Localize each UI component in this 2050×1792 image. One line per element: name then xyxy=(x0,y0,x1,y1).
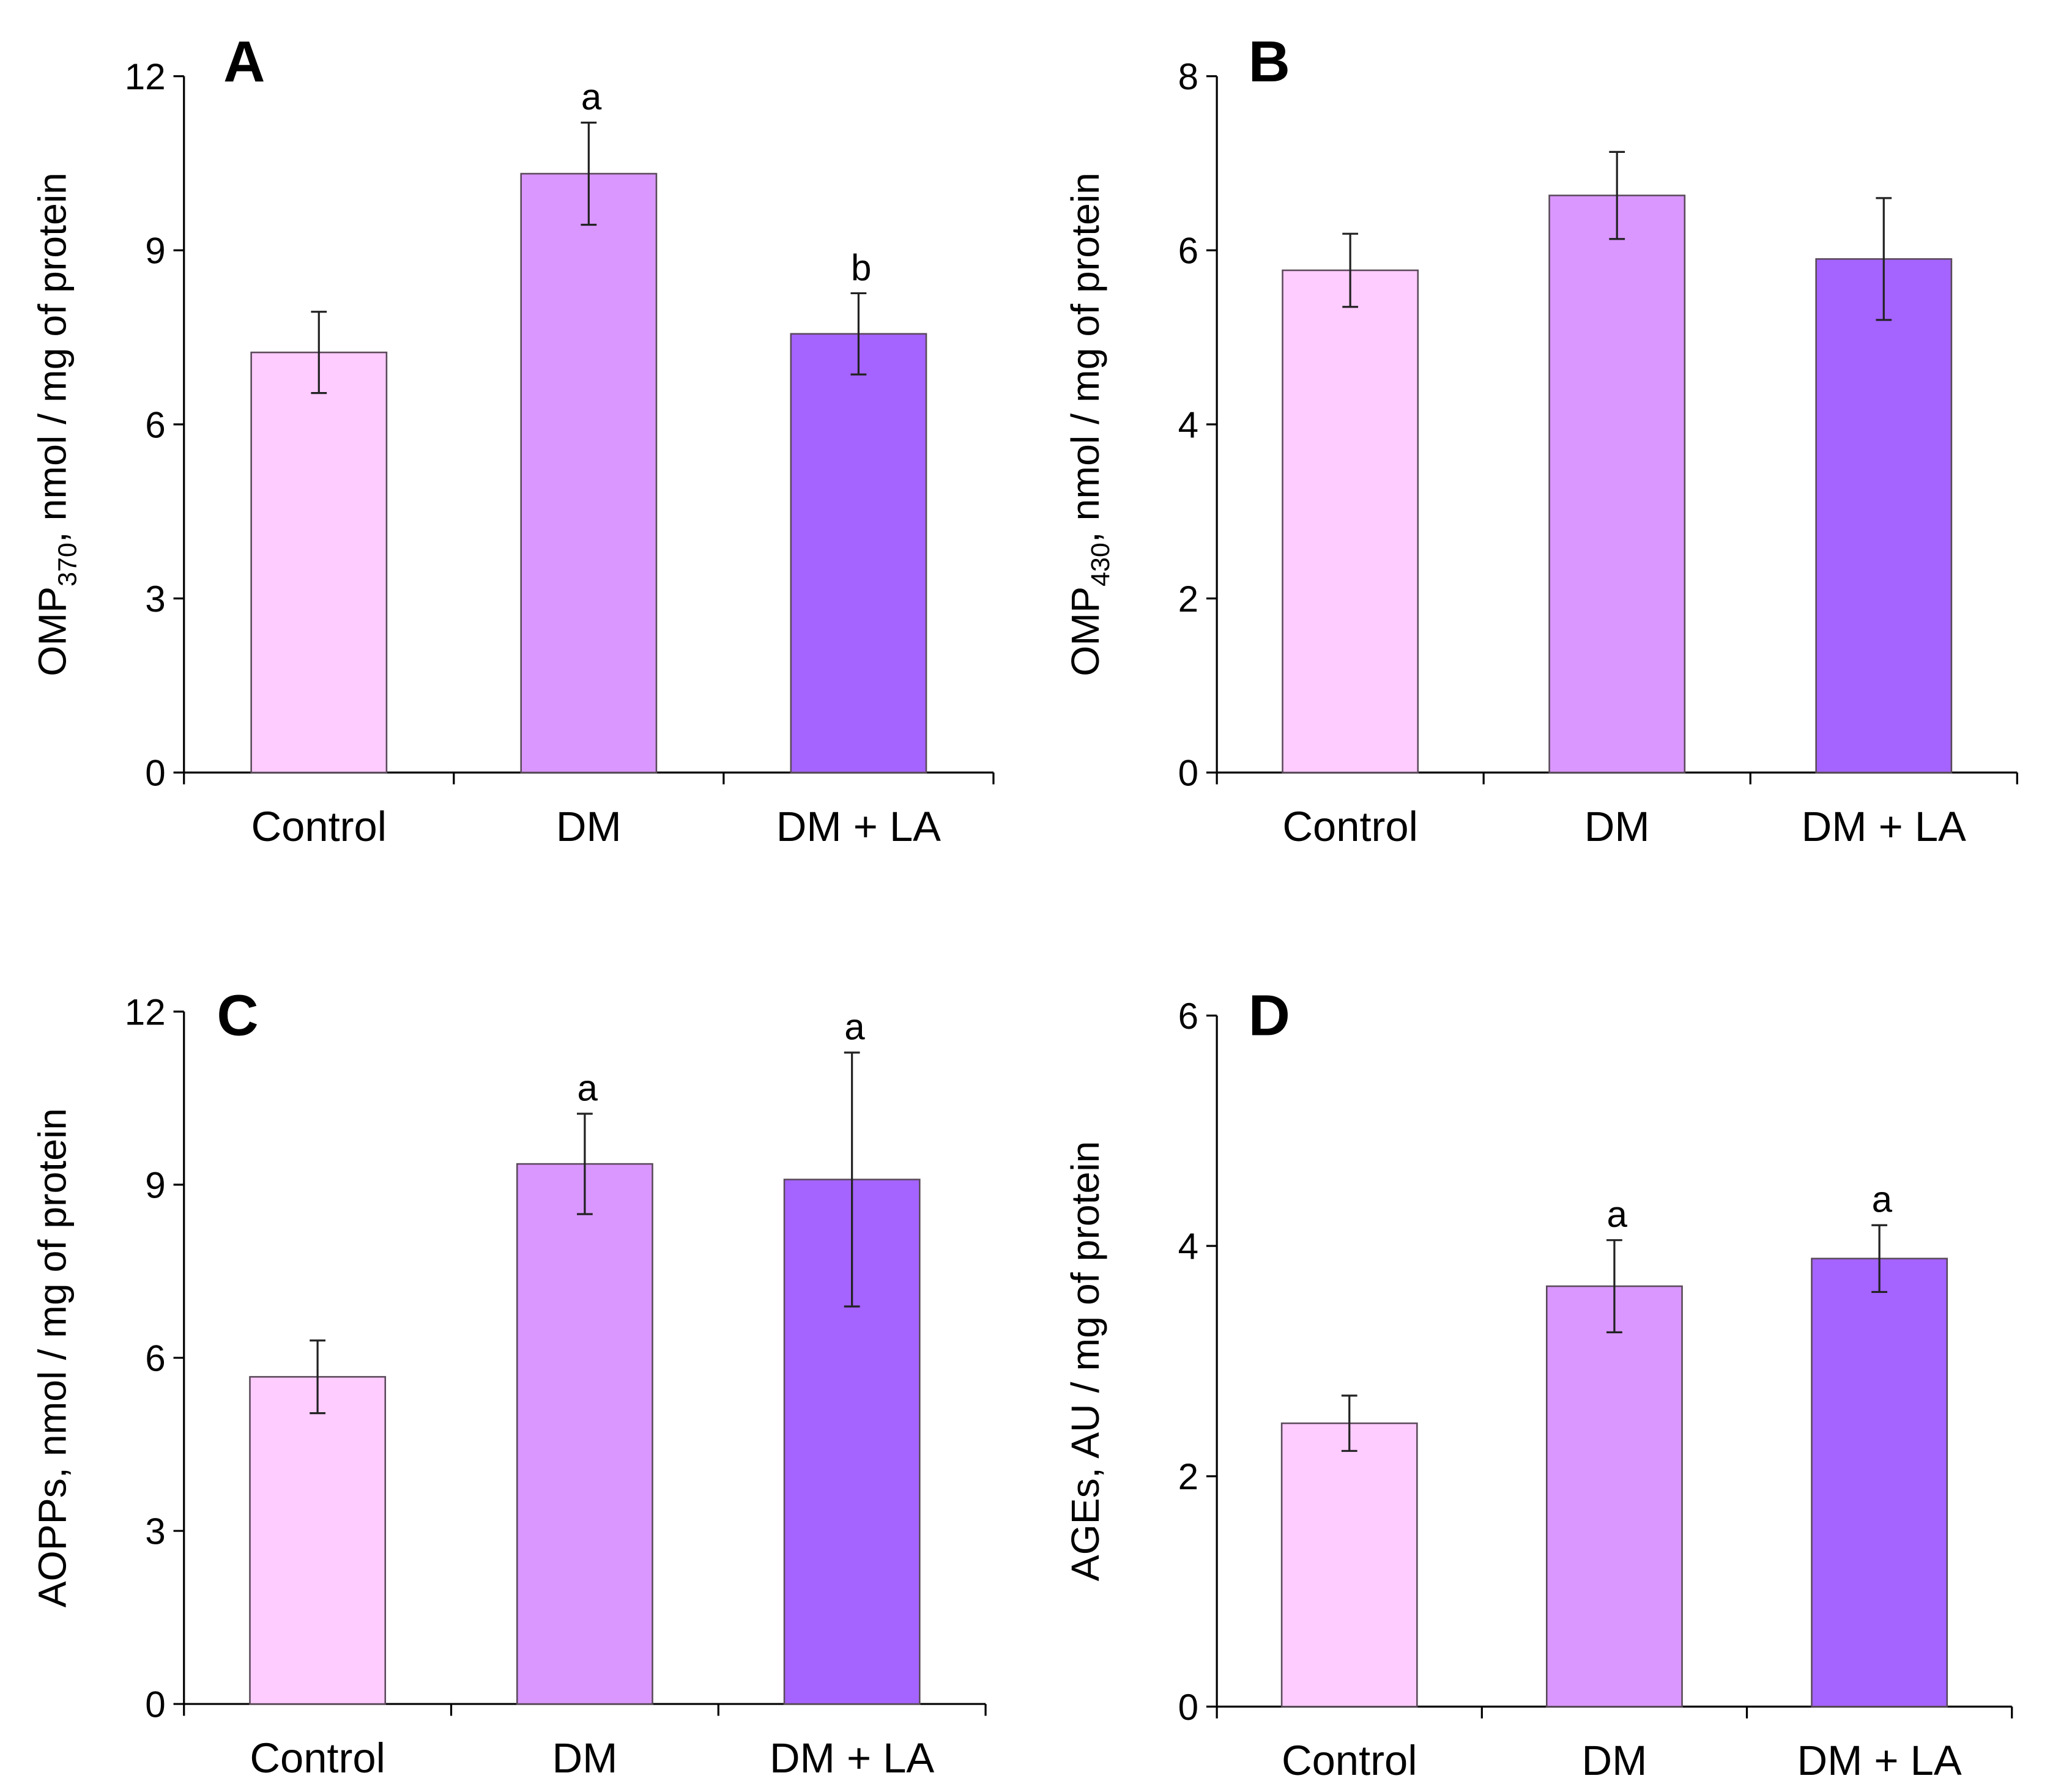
panel-letter: D xyxy=(1249,983,1290,1048)
panel-B: 0 2 4 6 8 Control DM DM + LA B OMP430, nmol / mg … xyxy=(1063,29,2018,850)
y-tick-label: 8 xyxy=(1178,56,1198,97)
x-tick-label: DM + LA xyxy=(1802,803,1966,850)
y-tick-label: 0 xyxy=(1178,753,1198,794)
y-axis-label-rest: , nmol / mg of protein xyxy=(30,172,74,542)
y-tick-label: 6 xyxy=(145,404,165,445)
y-axis-label-main: OMP xyxy=(30,587,74,676)
y-tick-label: 6 xyxy=(1178,996,1198,1037)
y-tick-label: 12 xyxy=(125,992,166,1033)
panel-letter: B xyxy=(1249,29,1290,94)
significance-label: a xyxy=(844,1007,865,1048)
x-tick-label: DM + LA xyxy=(770,1735,934,1782)
y-tick-label: 0 xyxy=(145,753,165,794)
x-tick-label: Control xyxy=(250,1735,385,1782)
y-tick-label: 4 xyxy=(1178,1226,1198,1267)
bar-control xyxy=(249,1375,387,1705)
panel-letter: C xyxy=(217,983,258,1048)
significance-label: a xyxy=(581,76,602,117)
x-tick-label: DM xyxy=(1584,803,1650,850)
y-tick-label: 3 xyxy=(145,579,165,620)
bar-dm xyxy=(1545,1285,1683,1708)
panel-A: 0 3 6 9 12 Control a DM b DM + LA A OMP370, nmol / … xyxy=(30,29,995,850)
panel-letter: A xyxy=(223,29,265,94)
x-tick-label: DM xyxy=(1581,1737,1647,1784)
y-axis-label-main: OMP xyxy=(1063,587,1107,676)
y-tick-label: 6 xyxy=(1178,231,1198,272)
y-axis-label: OMP370, nmol / mg of protein xyxy=(30,172,82,676)
y-axis-label-main: AGEs, AU / mg of protein xyxy=(1063,1141,1107,1581)
x-tick-label: Control xyxy=(1282,1737,1417,1784)
y-tick-label: 9 xyxy=(145,231,165,272)
x-tick-label: DM + LA xyxy=(1797,1737,1961,1784)
x-tick-label: Control xyxy=(251,803,387,850)
x-tick-label: DM + LA xyxy=(776,803,941,850)
y-tick-label: 3 xyxy=(145,1511,165,1552)
y-tick-label: 0 xyxy=(1178,1687,1198,1728)
significance-label: a xyxy=(1872,1179,1893,1220)
significance-label: b xyxy=(851,247,871,288)
y-tick-label: 9 xyxy=(145,1165,165,1206)
bar-dm xyxy=(516,1163,653,1705)
x-tick-label: DM xyxy=(552,1735,617,1782)
bar-control xyxy=(1282,269,1419,774)
bar-dm-la xyxy=(1815,258,1953,774)
bar-dm-la xyxy=(790,333,927,774)
bar-control xyxy=(250,351,388,774)
y-tick-label: 4 xyxy=(1178,404,1198,445)
bar-dm xyxy=(520,172,658,774)
y-tick-label: 12 xyxy=(125,56,166,97)
x-tick-label: DM xyxy=(556,803,622,850)
bar-dm xyxy=(1548,194,1686,774)
y-tick-label: 6 xyxy=(145,1338,165,1379)
x-tick-label: Control xyxy=(1282,803,1418,850)
y-axis-label: AOPPs, nmol / mg of protein xyxy=(30,1108,74,1608)
y-axis-label: OMP430, nmol / mg of protein xyxy=(1063,172,1115,676)
panel-D: 0 2 4 6 Control a DM a DM + LA D AGEs, AU / mg of … xyxy=(1063,983,2013,1784)
y-axis-label: AGEs, AU / mg of protein xyxy=(1063,1141,1107,1581)
y-axis-label-main: AOPPs, nmol / mg of protein xyxy=(30,1108,74,1608)
y-axis-label-rest: , nmol / mg of protein xyxy=(1063,172,1107,542)
bar-control xyxy=(1280,1422,1418,1708)
y-tick-label: 2 xyxy=(1178,1456,1198,1497)
significance-label: a xyxy=(1606,1194,1627,1235)
y-axis-label-subscript: 430 xyxy=(1086,542,1115,587)
significance-label: a xyxy=(577,1068,598,1109)
y-axis-label-subscript: 370 xyxy=(53,542,83,587)
bar-dm-la xyxy=(1811,1257,1948,1708)
y-tick-label: 2 xyxy=(1178,579,1198,620)
panel-C: 0 3 6 9 12 Control a DM a DM + LA C AOPPs, nmol / m… xyxy=(30,983,987,1782)
y-tick-label: 0 xyxy=(145,1684,165,1725)
